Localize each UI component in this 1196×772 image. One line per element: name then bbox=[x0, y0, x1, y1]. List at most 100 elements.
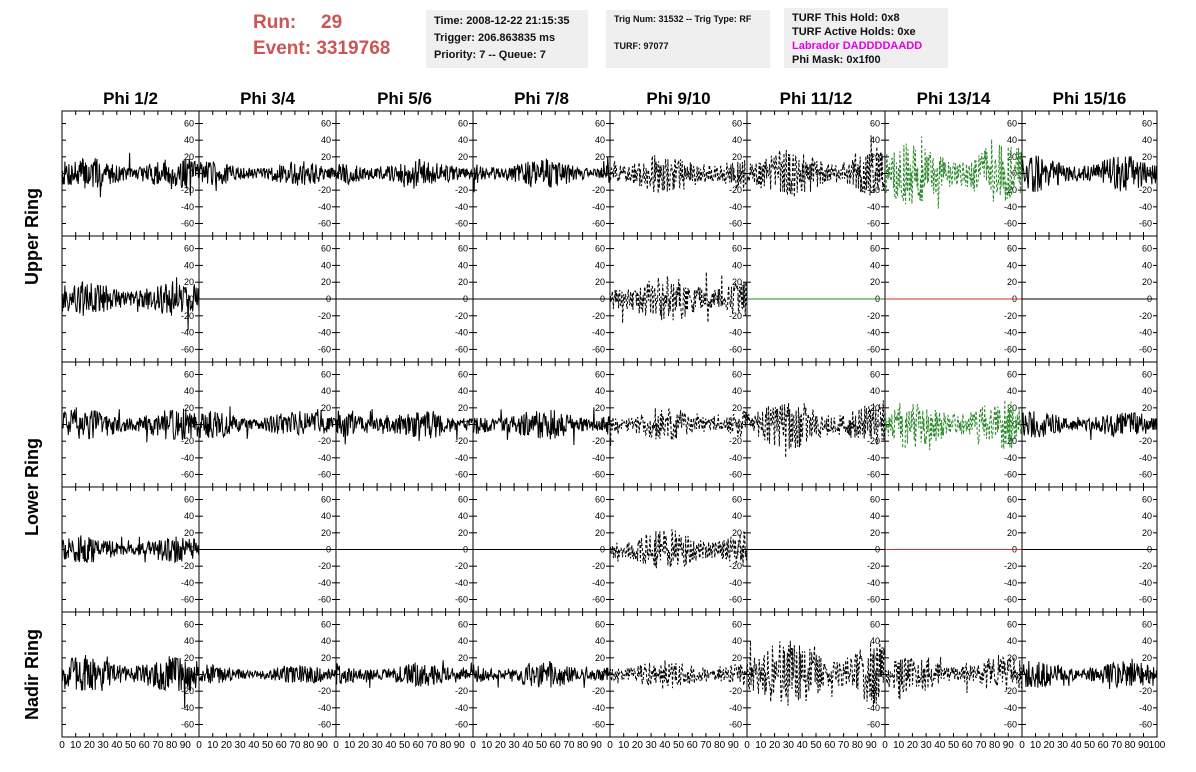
x-tick-label: 10 bbox=[481, 740, 493, 751]
y-tick-label: 20 bbox=[184, 152, 194, 162]
y-tick-label: 20 bbox=[458, 277, 468, 287]
y-tick-label: 40 bbox=[1142, 386, 1152, 396]
y-tick-label: -40 bbox=[181, 328, 194, 338]
waveform-trace bbox=[61, 654, 200, 709]
phi-mask-text: Phi Mask: 0x1f00 bbox=[792, 54, 881, 66]
y-tick-label: 60 bbox=[732, 620, 742, 630]
y-tick-label: 20 bbox=[184, 528, 194, 538]
y-tick-label: -40 bbox=[867, 578, 880, 588]
y-tick-label: -60 bbox=[1004, 470, 1017, 480]
column-header: Phi 5/6 bbox=[377, 89, 432, 108]
y-tick-label: 40 bbox=[1007, 386, 1017, 396]
x-tick-label: 20 bbox=[358, 740, 370, 751]
x-tick-label: 10 bbox=[1030, 740, 1042, 751]
y-tick-label: -20 bbox=[455, 686, 468, 696]
x-tick-label: 20 bbox=[632, 740, 644, 751]
x-tick-label: 40 bbox=[385, 740, 397, 751]
y-tick-label: 40 bbox=[458, 636, 468, 646]
y-tick-label: 20 bbox=[1142, 152, 1152, 162]
waveform-trace bbox=[335, 409, 474, 445]
y-tick-label: 0 bbox=[737, 294, 742, 304]
x-tick-label: 30 bbox=[372, 740, 384, 751]
x-tick-label: 30 bbox=[646, 740, 658, 751]
y-tick-label: -20 bbox=[1139, 561, 1152, 571]
y-tick-label: -20 bbox=[181, 561, 194, 571]
y-tick-label: -20 bbox=[592, 686, 605, 696]
turf-active-text: TURF Active Holds: 0xe bbox=[792, 26, 916, 38]
x-tick-label: 80 bbox=[1124, 740, 1136, 751]
y-tick-label: 40 bbox=[458, 135, 468, 145]
y-tick-label: 40 bbox=[1007, 260, 1017, 270]
turf-hold-text: TURF This Hold: 0x8 bbox=[792, 12, 900, 24]
y-tick-label: 60 bbox=[184, 620, 194, 630]
x-tick-label: 40 bbox=[111, 740, 123, 751]
column-header: Phi 15/16 bbox=[1053, 89, 1127, 108]
y-tick-label: -60 bbox=[867, 720, 880, 730]
y-tick-label: 60 bbox=[870, 119, 880, 129]
y-tick-label: 40 bbox=[1007, 511, 1017, 521]
x-tick-label: 30 bbox=[509, 740, 521, 751]
column-header: Phi 13/14 bbox=[917, 89, 991, 108]
y-tick-label: 0 bbox=[1012, 420, 1017, 430]
y-tick-label: -40 bbox=[455, 202, 468, 212]
y-tick-label: -60 bbox=[181, 470, 194, 480]
y-tick-label: 20 bbox=[595, 277, 605, 287]
y-tick-label: -40 bbox=[455, 328, 468, 338]
y-tick-label: 20 bbox=[870, 277, 880, 287]
x-tick-label: 20 bbox=[907, 740, 919, 751]
y-tick-label: -40 bbox=[592, 202, 605, 212]
y-tick-label: -20 bbox=[1139, 185, 1152, 195]
y-tick-label: -20 bbox=[318, 686, 331, 696]
x-tick-label: 10 bbox=[344, 740, 356, 751]
x-tick-label: 40 bbox=[797, 740, 809, 751]
y-tick-label: -60 bbox=[1139, 595, 1152, 605]
y-tick-label: 40 bbox=[870, 386, 880, 396]
x-tick-label: 30 bbox=[921, 740, 933, 751]
y-tick-label: 20 bbox=[732, 528, 742, 538]
waveform-trace bbox=[61, 535, 200, 564]
waveform-trace bbox=[609, 660, 748, 690]
y-tick-label: 0 bbox=[737, 169, 742, 179]
x-tick-label: 60 bbox=[413, 740, 425, 751]
waveform-trace bbox=[609, 271, 748, 324]
y-tick-label: 0 bbox=[189, 294, 194, 304]
turf-text: TURF: 97077 bbox=[614, 41, 669, 51]
y-tick-label: 40 bbox=[321, 386, 331, 396]
column-header: Phi 1/2 bbox=[103, 89, 158, 108]
x-tick-label: 70 bbox=[700, 740, 712, 751]
labrador-text: Labrador DADDDDAADD bbox=[792, 40, 923, 52]
y-tick-label: 20 bbox=[321, 653, 331, 663]
x-tick-label: 20 bbox=[769, 740, 781, 751]
y-tick-label: 60 bbox=[732, 119, 742, 129]
x-tick-label: 80 bbox=[166, 740, 178, 751]
x-tick-label: 0 bbox=[1019, 740, 1025, 751]
y-tick-label: -60 bbox=[867, 219, 880, 229]
trigger-info-box: Trig Num: 31532 -- Trig Type: RF TURF: 9… bbox=[606, 10, 770, 68]
y-tick-label: -40 bbox=[1139, 328, 1152, 338]
y-tick-label: -40 bbox=[181, 202, 194, 212]
priority-text: Priority: 7 -- Queue: 7 bbox=[434, 49, 546, 61]
y-tick-label: 0 bbox=[1012, 670, 1017, 680]
y-tick-label: 20 bbox=[321, 277, 331, 287]
y-tick-label: -20 bbox=[455, 311, 468, 321]
y-tick-label: -20 bbox=[1139, 311, 1152, 321]
y-tick-label: 20 bbox=[458, 653, 468, 663]
y-tick-label: -20 bbox=[318, 436, 331, 446]
x-tick-label: 20 bbox=[1043, 740, 1055, 751]
y-tick-label: 40 bbox=[870, 135, 880, 145]
y-tick-label: 60 bbox=[458, 495, 468, 505]
x-tick-label: 20 bbox=[221, 740, 233, 751]
y-tick-label: -60 bbox=[729, 219, 742, 229]
y-tick-label: -60 bbox=[455, 595, 468, 605]
y-tick-label: -40 bbox=[729, 328, 742, 338]
x-tick-label: 70 bbox=[152, 740, 164, 751]
y-tick-label: -20 bbox=[592, 185, 605, 195]
run-value: 29 bbox=[321, 12, 343, 33]
x-tick-label: 0 bbox=[470, 740, 476, 751]
panel-frame bbox=[884, 361, 1023, 488]
y-tick-label: 20 bbox=[1007, 528, 1017, 538]
y-tick-label: 60 bbox=[184, 244, 194, 254]
y-tick-label: -60 bbox=[592, 219, 605, 229]
y-tick-label: 60 bbox=[321, 119, 331, 129]
x-tick-label: 40 bbox=[248, 740, 260, 751]
